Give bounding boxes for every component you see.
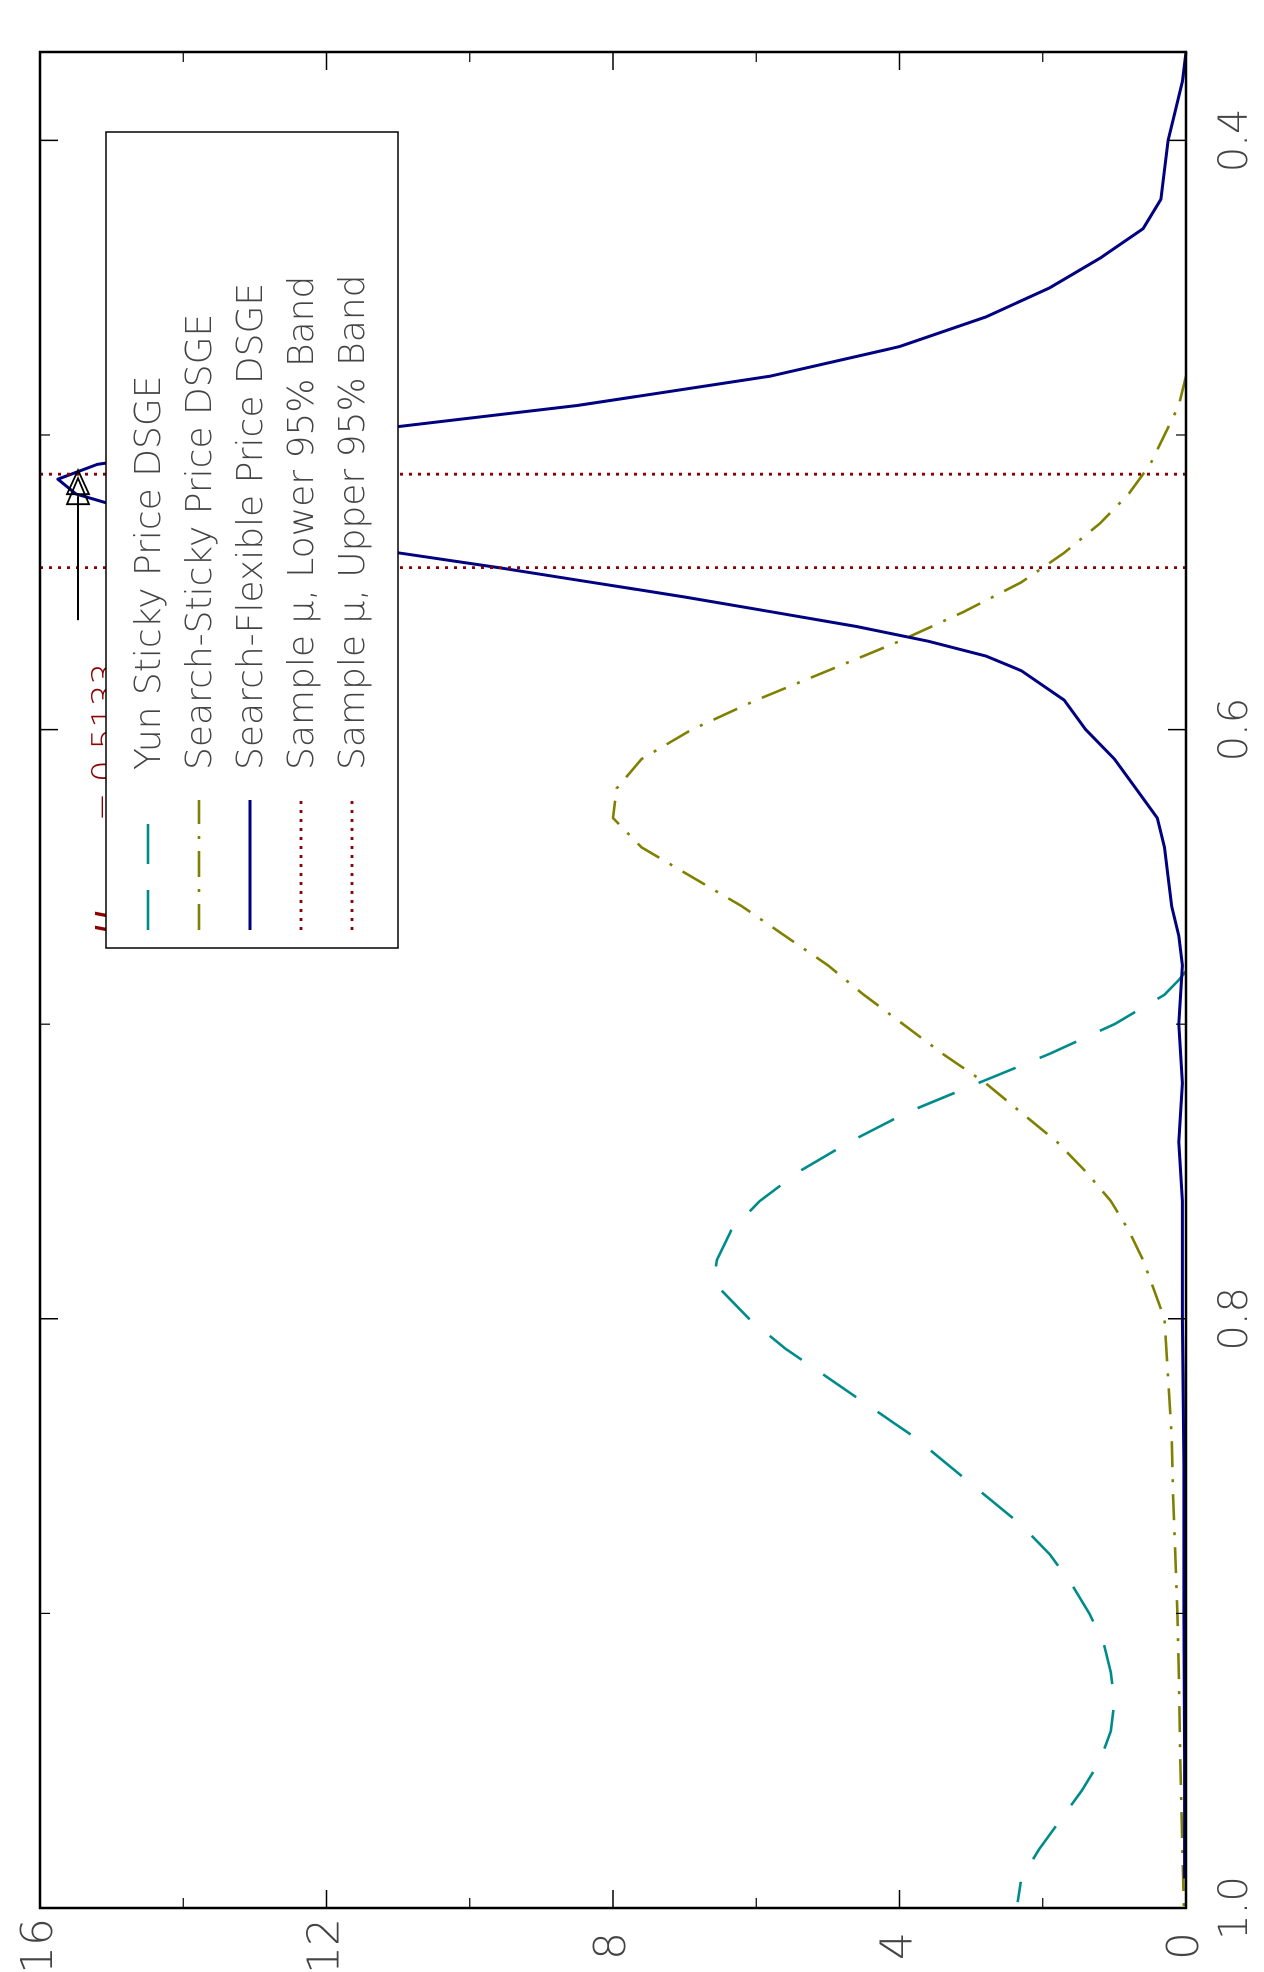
legend-label-yun-sticky-price-dsge: Yun Sticky Price DSGE: [128, 376, 169, 771]
legend-label-sample-mu-upper-95pct-band: Sample μ, Upper 95% Band: [332, 275, 373, 770]
legend-box: [105, 131, 399, 949]
legend: Yun Sticky Price DSGE Search-Sticky Price…: [105, 131, 399, 949]
y-tick-label: 12: [299, 1918, 350, 1972]
series-line-yun-sticky-price-dsge: [713, 970, 1188, 1903]
legend-label-sample-mu-lower-95pct-band: Sample μ, Lower 95% Band: [281, 276, 322, 770]
y-tick-label: 16: [12, 1918, 63, 1972]
x-tick-label: 0.4: [1211, 109, 1257, 173]
x-tick-label: 0.8: [1211, 1287, 1257, 1351]
y-tick-label: 4: [872, 1932, 923, 1960]
annotation-arrowhead: [65, 468, 91, 496]
annotation-arrowhead: [65, 475, 91, 506]
y-tick-label: 0: [1158, 1932, 1209, 1960]
series-line-search-sticky-price-dsge: [611, 375, 1188, 1909]
x-tick-label: 0.6: [1211, 698, 1257, 762]
y-tick-label: 8: [585, 1932, 636, 1960]
legend-label-search-sticky-price-dsge: Search-Sticky Price DSGE: [179, 314, 220, 770]
x-tick-label: 1.0: [1211, 1876, 1257, 1940]
axis-layer: 0.4 0.6 0.8 1.00 4 8 12 16: [12, 50, 1257, 1972]
legend-label-search-flexible-price-dsge: Search-Flexible Price DSGE: [230, 283, 271, 770]
